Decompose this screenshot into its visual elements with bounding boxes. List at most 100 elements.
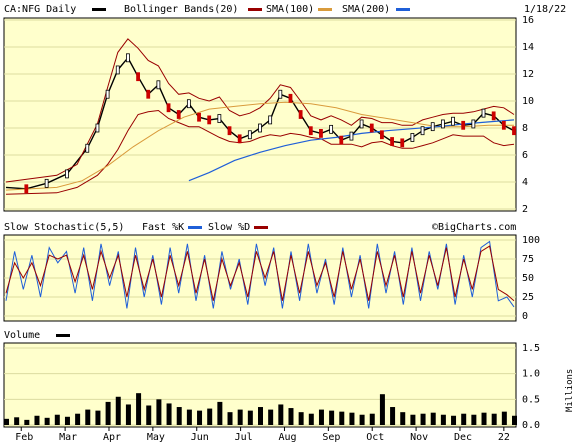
price-candle: [227, 126, 232, 136]
price-candle: [217, 114, 222, 123]
series-bb_lower: [5, 109, 515, 195]
price-candle: [258, 123, 262, 133]
price-grid: [4, 19, 516, 210]
volume-bar: [197, 410, 203, 425]
price-candle: [268, 115, 273, 125]
price-candle: [440, 119, 445, 129]
volume-bar: [95, 410, 101, 425]
price-candle: [247, 130, 252, 140]
price-candle: [278, 89, 283, 99]
volume-bar: [379, 394, 385, 425]
price-panel: [3, 17, 517, 212]
x-tick-label: Jul: [235, 432, 253, 443]
volume-bar: [54, 414, 60, 425]
volume-bar: [369, 413, 375, 425]
price-y-axis: 2 4 6 8 10 12 14 16: [522, 15, 534, 215]
volume-bar: [115, 396, 121, 425]
stochastic-y-tick: 0: [522, 311, 528, 322]
volume-bar: [512, 415, 517, 425]
x-axis: Feb Mar Apr May Jun Jul Aug Sep Oct Nov Dec 22: [15, 427, 510, 443]
price-candle: [207, 115, 212, 125]
price-y-tick: 4: [522, 177, 528, 188]
volume-bar: [166, 403, 172, 425]
price-candle: [359, 119, 364, 129]
price-y-tick: 14: [522, 42, 534, 53]
price-candle: [105, 89, 110, 99]
price-candle: [329, 124, 334, 134]
price-candle: [95, 123, 100, 133]
price-candle: [186, 99, 191, 109]
price-candle: [146, 89, 151, 99]
x-tick-label: May: [147, 432, 165, 443]
price-candle: [166, 103, 171, 113]
series-slowd: [5, 245, 515, 302]
volume-bars-group: [4, 393, 517, 425]
volume-bar: [207, 408, 213, 425]
x-tick-label: Mar: [59, 432, 77, 443]
price-candle: [380, 130, 384, 140]
price-y-tick: 10: [522, 96, 534, 107]
volume-bar: [339, 411, 345, 425]
legend-fastk-swatch: [188, 226, 202, 229]
price-candle: [136, 72, 140, 82]
price-candle: [451, 116, 455, 126]
volume-bar: [156, 399, 162, 425]
volume-y-tick: 1.0: [522, 369, 540, 380]
x-tick-label: 22: [498, 432, 510, 443]
price-candle: [471, 119, 476, 129]
x-tick-label: Jun: [191, 432, 209, 443]
price-candle: [369, 123, 374, 133]
volume-bar: [329, 410, 335, 425]
price-candle: [288, 93, 293, 103]
volume-bar: [136, 393, 142, 425]
price-candle: [44, 178, 49, 188]
price-candle: [319, 128, 323, 138]
volume-bar: [440, 414, 446, 425]
price-y-tick: 6: [522, 150, 528, 161]
price-candle: [420, 126, 425, 136]
price-candle: [65, 169, 69, 179]
price-candle: [156, 80, 161, 90]
price-candle: [491, 111, 496, 121]
volume-bar: [491, 413, 497, 425]
price-candle: [308, 126, 313, 136]
stochastic-title: Slow Stochastic(5,5): [4, 222, 124, 233]
price-y-tick: 8: [522, 123, 528, 134]
volume-bar: [349, 412, 355, 425]
stochastic-y-tick: 75: [522, 254, 534, 265]
price-y-tick: 2: [522, 204, 528, 215]
volume-bar: [24, 419, 30, 425]
volume-bar: [176, 407, 182, 425]
price-candle: [400, 138, 405, 148]
volume-bar: [359, 414, 365, 425]
volume-legend-swatch: [56, 334, 70, 337]
volume-bar: [298, 412, 304, 425]
x-tick-label: Dec: [454, 432, 472, 443]
price-candle: [339, 135, 344, 145]
price-candle: [298, 110, 303, 119]
volume-y-tick: 1.5: [522, 343, 540, 354]
volume-bar: [75, 413, 81, 425]
price-candle: [501, 120, 506, 130]
series-bb_upper: [5, 38, 515, 183]
volume-bar: [186, 409, 192, 425]
price-candle: [430, 122, 435, 132]
stochastic-y-tick: 50: [522, 273, 534, 284]
volume-bar: [125, 404, 131, 425]
volume-bar: [308, 413, 314, 425]
x-tick-label: Feb: [15, 432, 33, 443]
volume-y-tick: 0.5: [522, 394, 540, 405]
volume-bar: [451, 415, 457, 425]
volume-bar: [247, 410, 253, 425]
price-series-group: [5, 38, 516, 195]
legend-sma200-label: SMA(200): [342, 4, 390, 15]
price-candle: [390, 137, 394, 146]
volume-y-tick: 0.0: [522, 420, 540, 431]
legend-bollinger-label: Bollinger Bands(20): [124, 4, 238, 15]
volume-axis-label: Millions: [565, 369, 575, 412]
price-candle: [349, 131, 354, 141]
volume-bar: [217, 401, 223, 425]
volume-bar: [461, 413, 467, 425]
volume-title: Volume: [4, 330, 40, 341]
